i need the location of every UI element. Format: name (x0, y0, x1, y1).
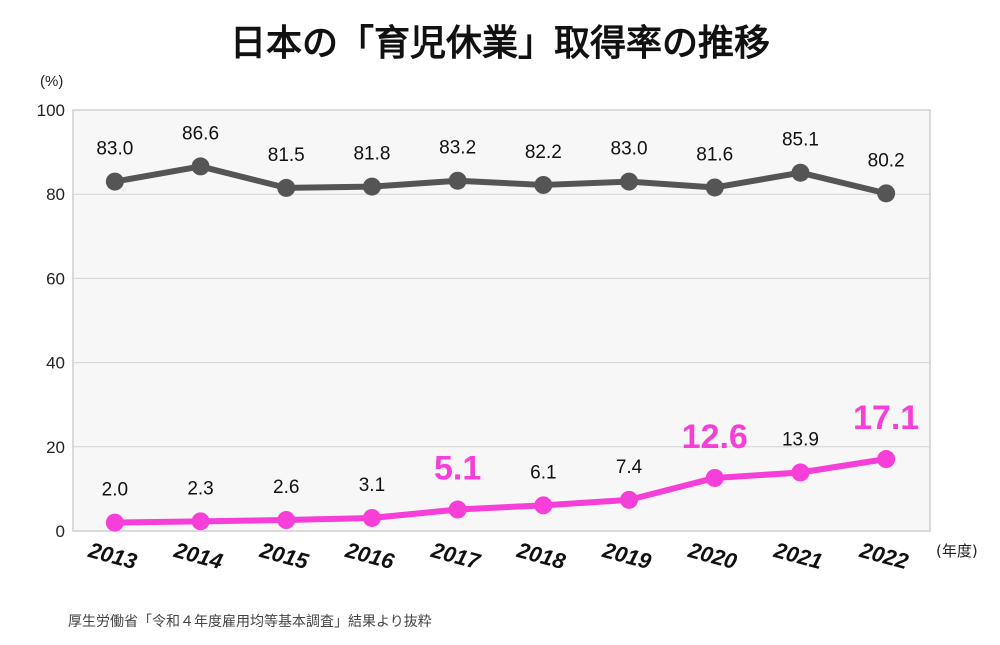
data-label: 7.4 (616, 457, 643, 478)
data-point (620, 490, 639, 509)
data-point (705, 178, 724, 197)
data-point (362, 177, 381, 196)
data-label: 2.0 (102, 480, 128, 501)
data-point (362, 508, 381, 527)
data-label: 83.2 (439, 138, 476, 159)
data-point (791, 163, 810, 182)
data-point (877, 184, 896, 203)
x-tick-label: 2022 (856, 537, 911, 574)
data-label: 6.1 (530, 462, 556, 483)
data-point (191, 512, 210, 531)
data-point (534, 175, 553, 194)
x-tick-label: 2014 (171, 537, 226, 574)
data-point (620, 172, 639, 191)
data-label: 2.6 (273, 477, 299, 498)
data-point (191, 157, 210, 176)
data-label: 83.0 (611, 139, 648, 160)
chart-title: 日本の「育児休業」取得率の推移 (229, 23, 770, 64)
data-point (105, 513, 124, 532)
data-point (448, 500, 467, 519)
data-label: 85.1 (782, 130, 819, 151)
x-tick-label: 2021 (771, 537, 826, 574)
data-label: 3.1 (359, 475, 385, 496)
y-axis-unit: (%) (40, 73, 63, 90)
data-point (791, 463, 810, 482)
data-label: 12.6 (682, 418, 748, 456)
data-point (277, 178, 296, 197)
data-label: 13.9 (782, 429, 819, 450)
data-label: 81.6 (696, 144, 733, 165)
data-point (534, 496, 553, 515)
data-label: 5.1 (434, 450, 481, 488)
x-axis-unit: (年度) (936, 542, 978, 560)
data-label: 82.2 (525, 142, 562, 163)
series-line (114, 456, 887, 526)
y-tick-label: 40 (46, 354, 65, 373)
data-label: 83.0 (96, 139, 133, 160)
x-tick-label: 2015 (256, 537, 311, 574)
y-tick-label: 0 (56, 522, 65, 541)
x-tick-label: 2017 (428, 537, 484, 575)
data-point (705, 468, 724, 487)
data-point (277, 511, 296, 530)
data-point (105, 172, 124, 191)
data-point (448, 171, 467, 190)
data-label: 17.1 (853, 399, 919, 437)
y-tick-label: 100 (37, 101, 65, 120)
x-tick-label: 2020 (685, 537, 740, 574)
source-note: 厚生労働省「令和４年度雇用均等基本調査」結果より抜粋 (68, 614, 432, 630)
data-label: 81.8 (353, 144, 390, 165)
data-point (877, 450, 896, 469)
series-line (114, 163, 887, 197)
x-tick-label: 2016 (342, 537, 397, 574)
y-tick-label: 80 (46, 185, 65, 204)
data-label: 2.3 (187, 478, 213, 499)
x-tick-label: 2019 (599, 537, 654, 574)
x-tick-label: 2018 (513, 537, 568, 574)
y-tick-label: 20 (46, 438, 65, 457)
data-label: 86.6 (182, 123, 219, 144)
y-tick-label: 60 (46, 269, 65, 288)
x-tick-label: 2013 (85, 537, 140, 574)
data-label: 81.5 (268, 145, 305, 166)
data-label: 80.2 (868, 150, 905, 171)
